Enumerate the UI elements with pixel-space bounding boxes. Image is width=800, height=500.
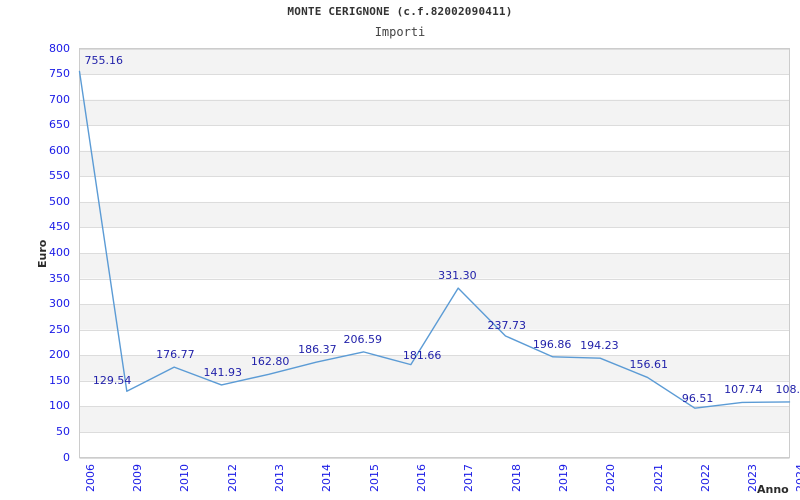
y-tick-label: 200 [49,348,70,362]
x-tick-label: 2006 [83,463,97,492]
grid-band [79,329,790,356]
x-tick-label: 2017 [462,463,476,492]
data-point-label: 96.51 [681,392,714,406]
y-tick-label: 650 [49,118,70,132]
x-tick-label: 2018 [509,463,523,492]
data-point-label: 129.54 [92,374,132,388]
grid-band [79,150,790,177]
chart-subtitle: Importi [374,25,426,39]
y-tick-label: 750 [49,67,70,81]
grid-band [79,176,790,202]
y-tick-label: 450 [49,220,70,234]
y-tick-label: 250 [49,322,70,336]
plot-frame [79,48,790,458]
gridlines [79,49,790,459]
data-point-label: 331.30 [438,269,477,283]
x-axis-title: Anno [757,483,789,496]
data-point-label: 141.93 [203,365,243,379]
y-tick-label: 700 [49,92,70,106]
x-tick-label: 2010 [178,463,192,492]
y-tick-label: 350 [49,271,70,285]
data-series-line [78,70,791,409]
grid-band [79,48,790,75]
data-point-label: 194.23 [580,339,619,353]
x-tick-label: 2024 [793,463,800,492]
grid-band [79,74,790,100]
y-tick-label: 50 [56,424,70,438]
y-tick-label: 600 [49,143,70,157]
data-point-label: 162.80 [250,355,290,369]
data-point-label: 176.77 [156,348,195,362]
data-point-label: 107.74 [724,383,763,397]
x-tick-label: 2012 [225,463,239,492]
data-point-label: 181.66 [402,348,442,362]
grid-band [79,227,790,253]
y-tick-label: 100 [49,399,70,413]
grid-band [79,278,790,305]
grid-band [79,125,790,151]
x-tick-label: 2013 [272,463,286,492]
data-point-label: 186.37 [298,343,337,357]
y-tick-label: 500 [49,194,70,208]
y-tick-label: 400 [49,246,70,259]
x-tick-label: 2022 [698,463,712,492]
grid-band [79,253,790,279]
data-point-label: 237.73 [487,318,527,332]
x-tick-label: 2014 [320,463,334,492]
x-tick-label: 2016 [414,463,428,492]
grid-bands [79,48,790,458]
data-point-label: 755.16 [84,54,124,68]
y-axis-title: Euro [36,239,49,268]
grid-band [79,406,790,432]
data-point-label: 206.59 [343,332,383,346]
grid-band [79,431,790,458]
x-tick-label: 2015 [367,463,381,492]
grid-band [79,201,790,228]
chart-title: MONTE CERIGNONE (c.f.82002090411) [287,5,513,18]
y-tick-label: 550 [49,169,70,183]
y-tick-label: 800 [49,41,70,55]
y-tick-label: 0 [63,450,70,464]
x-tick-label: 2021 [651,463,665,492]
y-tick-label: 300 [49,297,70,311]
data-point-label: 108.6 [775,382,800,396]
data-point-label: 156.61 [629,358,669,372]
y-tick-label: 150 [49,373,70,387]
x-tick-label: 2009 [130,463,144,492]
grid-band [79,99,790,126]
x-tick-label: 2019 [556,463,570,492]
x-tick-label: 2020 [604,463,618,492]
data-point-label: 196.86 [532,337,572,351]
